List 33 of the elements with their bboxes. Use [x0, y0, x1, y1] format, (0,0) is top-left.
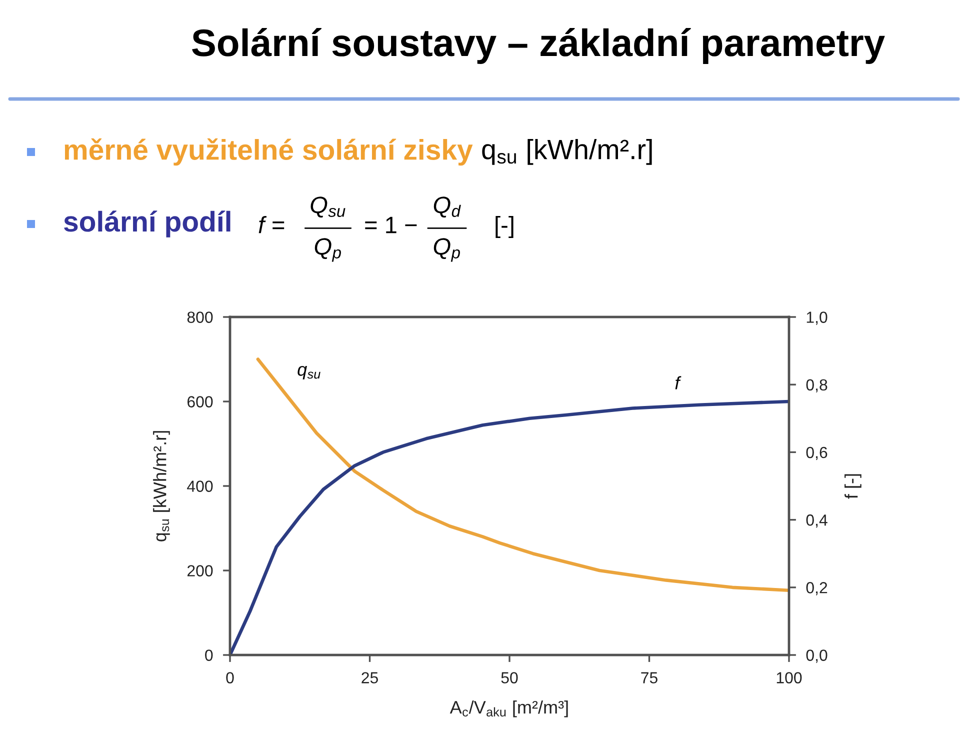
y2-tick-label: 0,6 [806, 446, 828, 460]
y2-tick-label: 0,4 [806, 514, 828, 528]
y2-tick-label: 0,0 [806, 650, 828, 663]
text: q$_{su}$ [kWh/m².r] [482, 138, 652, 165]
line-series [256, 358, 789, 592]
text: Q$_{d}$ [434, 196, 461, 218]
text: měrné využitelné solární zisky [64, 138, 473, 166]
y-axis-title: q$_{su}$ [kWh/m².r] [153, 431, 170, 542]
y2-tick-label: 0,8 [806, 379, 828, 392]
text: f = [258, 216, 284, 234]
y2-tick-label: 1,0 [806, 312, 828, 325]
y-tick-label: 0 [205, 650, 213, 661]
text: Q$_{p}$ [314, 238, 341, 262]
text: Q$_{p}$ [434, 238, 460, 262]
text: [-] [496, 216, 514, 238]
x-tick-label: 0 [226, 672, 234, 684]
text: = 1 − [365, 216, 417, 234]
y2-axis-title: f [-] [844, 474, 862, 499]
series-label: q$_{su}$ [298, 366, 320, 380]
chart-title: Solární soustavy – základní parametry [192, 28, 885, 64]
x-tick-label: 25 [362, 672, 378, 684]
y-tick-label: 800 [187, 312, 213, 323]
y-tick-label: 200 [187, 565, 213, 576]
x-axis-title: A$_{c}$/V$_{aku}$ [m²/m³] [450, 700, 568, 718]
text: solární podíl [64, 210, 230, 238]
text: Q$_{su}$ [310, 196, 346, 218]
y2-tick-label: 0,2 [806, 582, 828, 596]
x-tick-label: 75 [641, 672, 658, 684]
y-tick-label: 400 [187, 480, 213, 492]
y-tick-label: 600 [188, 396, 213, 408]
x-tick-label: 100 [776, 672, 802, 684]
series-label: f [675, 376, 682, 390]
x-tick-label: 50 [501, 672, 518, 684]
